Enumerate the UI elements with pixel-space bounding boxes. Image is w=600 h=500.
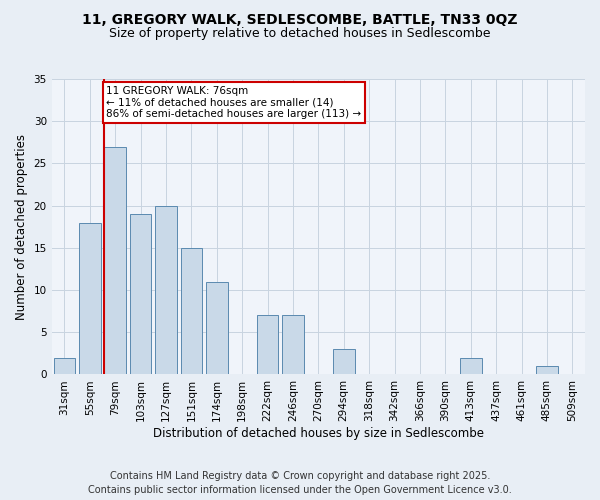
Bar: [181, 248, 202, 374]
Y-axis label: Number of detached properties: Number of detached properties: [15, 134, 28, 320]
Bar: [79, 222, 101, 374]
Text: 11, GREGORY WALK, SEDLESCOMBE, BATTLE, TN33 0QZ: 11, GREGORY WALK, SEDLESCOMBE, BATTLE, T…: [82, 12, 518, 26]
Text: Contains HM Land Registry data © Crown copyright and database right 2025.
Contai: Contains HM Land Registry data © Crown c…: [88, 471, 512, 495]
Bar: [206, 282, 227, 374]
Bar: [104, 146, 126, 374]
Bar: [257, 316, 278, 374]
Bar: [130, 214, 151, 374]
Bar: [333, 349, 355, 374]
Text: Size of property relative to detached houses in Sedlescombe: Size of property relative to detached ho…: [109, 28, 491, 40]
X-axis label: Distribution of detached houses by size in Sedlescombe: Distribution of detached houses by size …: [153, 427, 484, 440]
Text: 11 GREGORY WALK: 76sqm
← 11% of detached houses are smaller (14)
86% of semi-det: 11 GREGORY WALK: 76sqm ← 11% of detached…: [106, 86, 362, 119]
Bar: [460, 358, 482, 374]
Bar: [282, 316, 304, 374]
Bar: [53, 358, 75, 374]
Bar: [536, 366, 557, 374]
Bar: [155, 206, 177, 374]
